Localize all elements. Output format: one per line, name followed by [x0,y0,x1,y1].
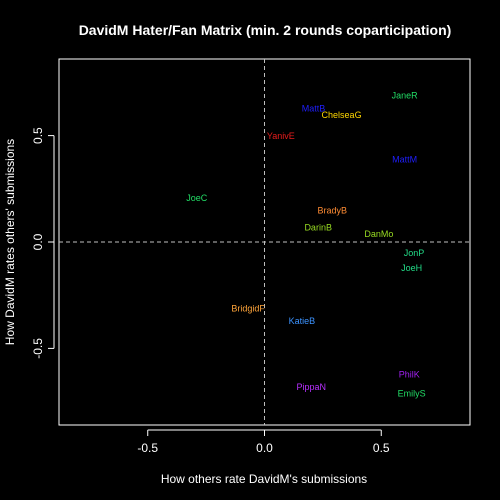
x-axis-label: How others rate DavidM's submissions [161,472,367,486]
point-label: PhilK [399,369,420,379]
point-label: KatieB [289,316,316,326]
y-tick-label: -0.5 [31,338,45,359]
point-label: JoeH [401,263,422,273]
point-label: JonP [404,248,425,258]
y-axis: -0.5 0.0 0.5 [31,127,55,359]
x-tick-label: -0.5 [137,441,158,455]
reference-lines [59,59,470,425]
point-label: EmilyS [398,389,426,399]
y-tick-label: 0.5 [31,127,45,144]
point-label: BradyB [317,206,347,216]
x-tick-label: 0.5 [373,441,390,455]
point-label: JoeC [186,193,208,203]
x-axis: -0.5 0.0 0.5 [137,429,390,455]
point-label: MattB [302,103,326,113]
point-label: DanMo [364,229,393,239]
y-axis-label: How DavidM rates others' submissions [3,139,17,345]
point-label: MattM [392,155,417,165]
point-label: PippaN [296,382,326,392]
chart-title: DavidM Hater/Fan Matrix (min. 2 rounds c… [79,22,452,38]
point-label: ChelseaG [322,110,362,120]
point-label: JaneR [392,91,419,101]
x-tick-label: 0.0 [256,441,273,455]
point-label: YanivE [267,131,295,141]
point-label: BridgidF [231,303,265,313]
y-tick-label: 0.0 [31,233,45,250]
point-label: DarinB [304,223,332,233]
